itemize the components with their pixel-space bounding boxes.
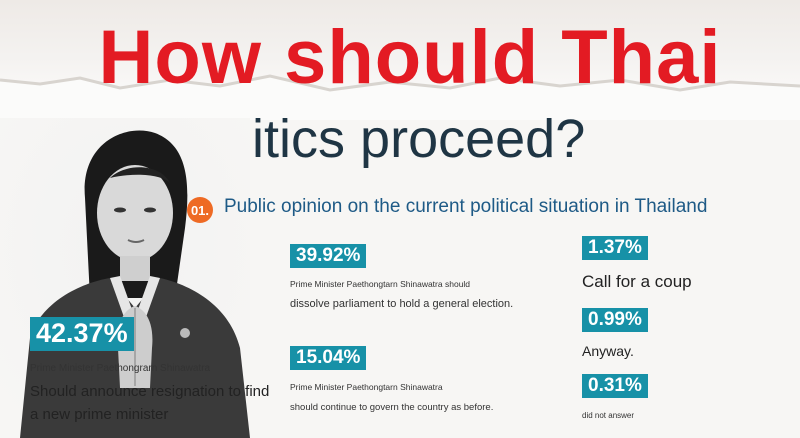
result-percent-badge: 39.92% [290, 244, 367, 268]
result-text: a new prime minister [30, 406, 169, 423]
result-text: dissolve parliament to hold a general el… [290, 298, 514, 310]
result-subject: Prime Minister Paethongtarn Shinawatra [290, 382, 443, 392]
result-text: did not answer [582, 411, 635, 420]
result-percent-badge: 0.31% [582, 374, 648, 398]
result-subject: Prime Minister Paethongrarn Shinawatra [30, 363, 211, 374]
section-number-badge: 01. [187, 197, 213, 223]
result-text: Should announce resignation to find [30, 383, 270, 400]
portrait-image [0, 118, 250, 438]
result-subject: Prime Minister Paethongtarn Shinawatra s… [290, 279, 471, 289]
torn-paper-edge [0, 74, 800, 120]
torn-paper-background [0, 0, 800, 95]
result-percent-badge: 1.37% [582, 236, 648, 260]
result-percent-badge: 42.37% [30, 317, 134, 351]
result-percent-badge: 15.04% [290, 346, 367, 370]
result-text: should continue to govern the country as… [290, 402, 494, 413]
page-title: How should Thai [98, 15, 722, 100]
result-percent-badge: 0.99% [582, 308, 648, 332]
result-text: Anyway. [582, 343, 634, 359]
section-heading: Public opinion on the current political … [224, 196, 708, 217]
result-text: Call for a coup [582, 272, 692, 291]
